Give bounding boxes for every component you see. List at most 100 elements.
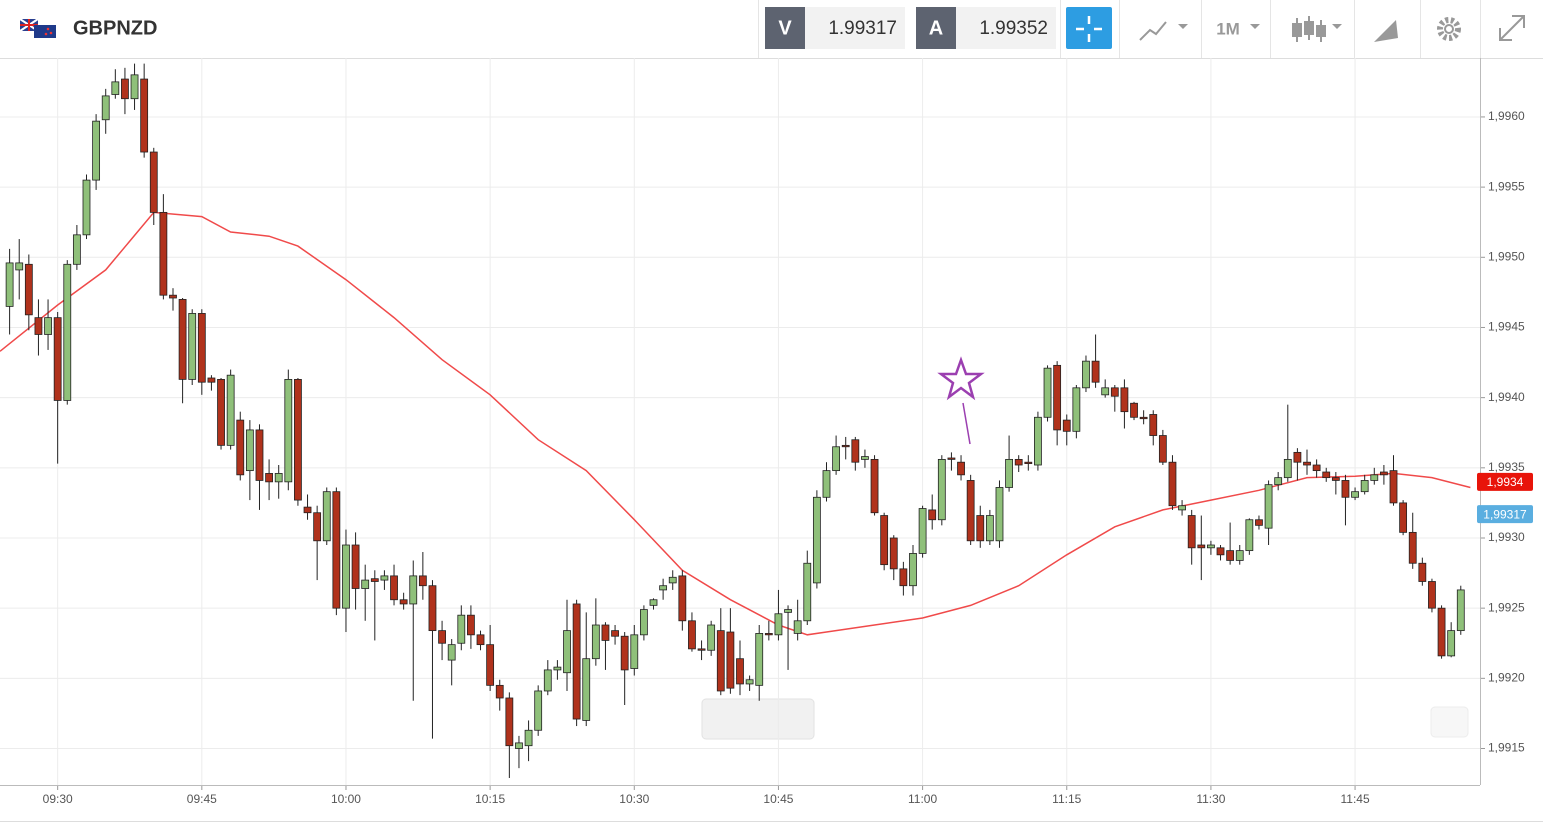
candle-body	[1245, 519, 1254, 552]
y-tick-label: 1,9950	[1488, 249, 1525, 263]
candle-body	[1091, 360, 1100, 383]
candle-body	[553, 666, 562, 671]
candle-body	[524, 729, 533, 747]
x-tick-label: 09:45	[187, 792, 217, 806]
candle-body	[1226, 550, 1235, 561]
candle-body	[678, 575, 687, 622]
candle-body	[486, 644, 495, 686]
candle-body	[620, 635, 629, 671]
candle-body	[82, 179, 91, 236]
candle-body	[236, 419, 245, 476]
overlay-box	[1430, 706, 1469, 738]
grid	[0, 58, 1480, 785]
candle-body	[793, 620, 802, 634]
toolbar-icons	[1139, 15, 1525, 42]
candle-body	[601, 624, 610, 641]
candle-body	[1447, 630, 1456, 657]
candle-body	[207, 377, 216, 383]
y-tick-label: 1,9915	[1488, 741, 1525, 755]
candle-body	[985, 515, 994, 542]
candle-body	[611, 630, 619, 637]
candle-body	[1360, 480, 1369, 493]
x-tick-label: 10:45	[763, 792, 793, 806]
overlay-box	[701, 698, 815, 740]
candle-body	[1322, 471, 1331, 479]
x-tick-label: 09:30	[43, 792, 73, 806]
interval[interactable]: 1M	[1216, 19, 1240, 38]
candle-body	[1379, 471, 1388, 476]
x-tick-label: 11:30	[1196, 792, 1225, 806]
candle-body	[1408, 531, 1417, 564]
bid-box	[805, 7, 905, 49]
candle-body	[121, 78, 129, 100]
candle-body	[1216, 547, 1225, 556]
candle-body	[217, 378, 225, 446]
candle-body	[332, 491, 341, 609]
candle-body	[409, 575, 418, 605]
bid-button[interactable]	[765, 7, 805, 49]
ask-price: 1.99352	[979, 18, 1048, 39]
candle-body	[909, 553, 917, 587]
candle-body	[342, 544, 350, 609]
y-tick-label: 1,9955	[1488, 179, 1525, 193]
candle-body	[1178, 505, 1186, 511]
crosshair-button[interactable]	[1066, 7, 1112, 49]
candle-body	[1255, 519, 1263, 526]
candle-body	[438, 630, 446, 644]
candle-body	[1264, 484, 1273, 529]
candle-body	[255, 429, 264, 481]
y-tick-label: 1,9925	[1488, 600, 1525, 614]
candle-body	[1005, 458, 1013, 488]
candle-body	[1370, 474, 1379, 481]
ask-button[interactable]	[916, 7, 956, 49]
x-tick-label: 11:45	[1340, 792, 1369, 806]
candle-body	[1062, 419, 1071, 432]
candle-body	[899, 568, 908, 587]
y-tick-label: 1,9930	[1488, 530, 1525, 544]
candle-body	[832, 446, 841, 472]
candle-body	[1351, 491, 1359, 498]
ask-box	[956, 7, 1056, 49]
moving-average-line	[0, 211, 1471, 636]
candles	[5, 63, 1465, 778]
candle-body	[1437, 607, 1446, 657]
candle-body	[1072, 387, 1081, 432]
candle-body	[428, 585, 437, 632]
price-marker-label: 1,99317	[1483, 507, 1527, 521]
candle-body	[1043, 367, 1052, 418]
candle-body	[572, 603, 581, 720]
candle-body	[495, 684, 504, 699]
candle-body	[1331, 477, 1340, 481]
candle-body	[716, 630, 725, 692]
annotation-star	[937, 356, 985, 445]
candle-body	[1120, 387, 1129, 413]
candle-body	[197, 313, 206, 383]
moving-average	[0, 211, 1471, 636]
candle-body	[880, 515, 889, 566]
crosshair-icon[interactable]	[1076, 16, 1102, 42]
candle-body	[534, 690, 543, 731]
candle-body	[1399, 502, 1408, 533]
candle-body	[361, 579, 370, 589]
candle-body	[861, 456, 869, 460]
candle-body	[34, 317, 43, 335]
price-marker-label: 1,9934	[1487, 475, 1524, 489]
candle-body	[24, 263, 33, 316]
bid-label[interactable]: V	[778, 17, 792, 39]
candle-body	[457, 614, 466, 644]
candle-body	[851, 439, 860, 463]
x-tick-label: 10:15	[475, 792, 505, 806]
toolbar-separators	[1060, 0, 1481, 58]
price-marker	[1477, 472, 1533, 491]
x-tick-label: 11:15	[1052, 792, 1081, 806]
ask-label[interactable]: A	[929, 17, 943, 39]
candle-body	[370, 578, 379, 582]
candle-body	[764, 633, 773, 636]
candle-body	[515, 742, 523, 749]
candle-body	[812, 496, 821, 584]
candle-body	[149, 151, 158, 213]
candle-body	[265, 473, 273, 483]
candle-body	[745, 679, 754, 685]
x-tick-label: 11:00	[908, 792, 937, 806]
